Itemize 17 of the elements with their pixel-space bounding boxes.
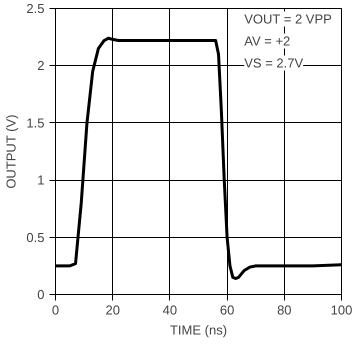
x-tick-label: 20 bbox=[105, 302, 120, 318]
annotation: AV = +2 bbox=[244, 34, 290, 48]
annotation: VOUT = 2 VPP bbox=[244, 12, 332, 26]
annotation: VS = 2.7V bbox=[244, 56, 304, 70]
x-tick-label: 100 bbox=[330, 302, 352, 318]
y-axis-title: OUTPUT (V) bbox=[3, 114, 18, 189]
x-tick-label: 40 bbox=[162, 302, 178, 318]
y-tick-label: 2 bbox=[37, 58, 45, 74]
x-tick-label: 80 bbox=[277, 302, 292, 318]
y-tick-label: 2.5 bbox=[26, 1, 45, 16]
y-tick-label: 0.5 bbox=[26, 230, 45, 245]
y-tick-label: 0 bbox=[37, 287, 45, 302]
y-tick-label: 1 bbox=[37, 172, 45, 188]
x-tick-label: 60 bbox=[220, 302, 234, 318]
x-axis-title: TIME (ns) bbox=[170, 322, 228, 338]
y-tick-label: 1.5 bbox=[26, 115, 45, 130]
x-tick-label: 0 bbox=[52, 302, 60, 318]
